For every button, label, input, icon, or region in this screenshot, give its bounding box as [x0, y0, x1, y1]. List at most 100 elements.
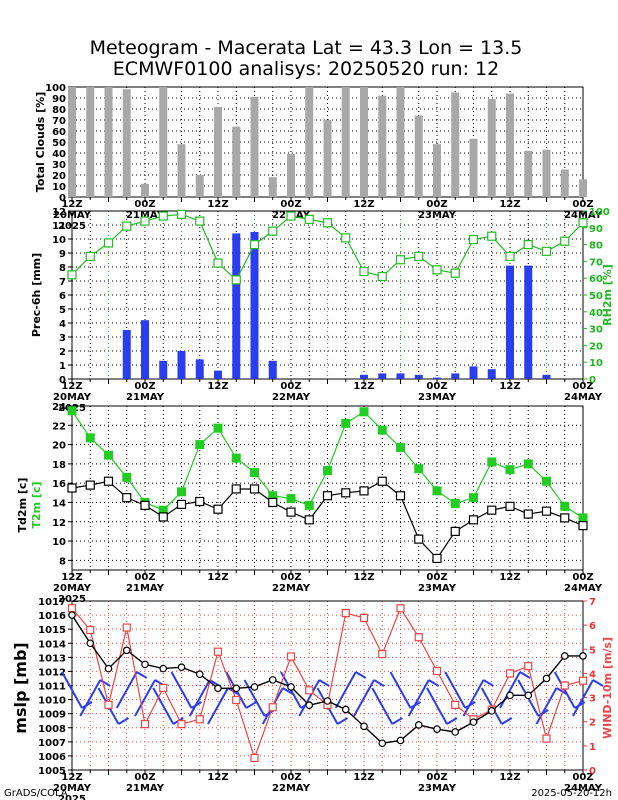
rh-marker	[395, 255, 406, 265]
y-tick-label: 80	[52, 105, 66, 116]
x-hour-label: 00Z	[134, 199, 155, 210]
y2-tick-label: 20	[589, 341, 603, 352]
wind-marker	[432, 666, 442, 676]
rh-marker	[578, 218, 588, 228]
x-date-label: 20MAY	[53, 392, 92, 403]
wind-barb-flag	[99, 679, 111, 687]
x-hour-label: 12Z	[353, 772, 374, 783]
wind-marker	[359, 613, 369, 623]
mslp-marker	[122, 646, 131, 655]
precip-bar	[414, 374, 423, 379]
wind-marker	[159, 683, 168, 693]
clouds-panel: 010203040506070809010012Z20MAY202500Z21M…	[34, 83, 603, 232]
footer-right: 2025-05-20-12h	[531, 788, 612, 799]
mslp-marker	[232, 684, 241, 693]
precip-bar	[122, 330, 131, 379]
y2-tick-label: 40	[589, 308, 603, 319]
t2m-marker	[122, 472, 132, 482]
y-tick-label: 10	[52, 235, 66, 246]
y2-tick-label: 2	[589, 718, 596, 729]
mslp-marker	[396, 736, 405, 745]
wind-barb	[444, 671, 467, 709]
rh-marker	[414, 251, 424, 261]
td2m-marker	[195, 496, 205, 507]
cloud-bar	[451, 92, 460, 197]
x-date-label: 22MAY	[272, 392, 311, 403]
wind-marker	[542, 734, 551, 743]
t2m-marker	[542, 476, 551, 486]
cloud-bar	[232, 126, 241, 197]
x-date-label: 22MAY	[272, 783, 311, 794]
x-hour-label: 12Z	[353, 199, 374, 210]
wind-barb	[572, 679, 594, 717]
wind-barb-flag	[282, 687, 294, 695]
mslp-marker	[287, 683, 295, 691]
cloud-bar	[214, 106, 222, 197]
td2m-marker	[176, 499, 187, 509]
x-hour-label: 00Z	[572, 772, 593, 783]
t2m-marker	[341, 418, 351, 428]
wind-barb	[207, 687, 229, 725]
wind-barb	[535, 687, 558, 725]
rh-marker	[322, 218, 333, 228]
y-tick-label: 20	[52, 171, 66, 182]
precip-bar	[214, 370, 222, 379]
mslp-marker	[579, 652, 587, 660]
cloud-bar	[378, 95, 387, 197]
wind-marker	[86, 625, 95, 635]
t2m-marker	[250, 468, 259, 478]
y-tick-label: 0	[59, 193, 66, 204]
y-tick-label: 6	[59, 291, 66, 302]
wind-barb	[553, 671, 576, 709]
y-tick-label: 11	[52, 221, 66, 232]
cloud-bar	[68, 87, 76, 197]
wind-barb	[61, 671, 83, 709]
x-hour-label: 12Z	[61, 572, 82, 583]
precip-bar	[506, 265, 514, 379]
td2m-marker	[158, 512, 168, 522]
wind-barb-flag	[245, 701, 257, 709]
y2-tick-label: 100	[589, 207, 610, 218]
y-tick-label: 12	[52, 518, 66, 529]
y-tick-label: 1017	[38, 597, 66, 608]
td2m-marker	[341, 488, 351, 498]
mslp-marker	[214, 684, 222, 693]
td2m-marker	[487, 505, 497, 515]
y-tick-label: 100	[45, 83, 66, 94]
wind-marker	[195, 715, 204, 724]
x-hour-label: 12Z	[61, 772, 82, 783]
rh-marker	[286, 211, 296, 221]
wind-barb	[426, 687, 448, 725]
t2m-marker	[304, 500, 314, 510]
y-tick-label: 10	[52, 537, 66, 548]
t2m-marker	[487, 457, 497, 467]
x-year-label: 2025	[58, 594, 86, 605]
wind-marker	[451, 700, 460, 709]
td2m-marker	[578, 521, 588, 531]
precip-bar	[141, 320, 149, 379]
wind-barb	[462, 679, 485, 717]
t2m-marker	[523, 459, 533, 469]
td2m-marker	[432, 553, 442, 564]
rh-marker	[523, 240, 533, 250]
td2m-marker	[523, 509, 533, 519]
y-tick-label: 18	[52, 460, 66, 471]
temperature-panel: 8101214161820222412Z20MAY202500Z21MAY12Z…	[16, 402, 603, 605]
x-date-label: 21MAY	[126, 392, 165, 403]
rh-marker	[231, 275, 241, 285]
y-tick-label: 7	[59, 277, 66, 288]
td2m-marker	[359, 486, 369, 496]
wind-barb-flag	[446, 717, 458, 725]
x-date-label: 20MAY	[53, 783, 92, 794]
t2m-marker	[231, 453, 241, 463]
y-tick-label: 8	[59, 556, 66, 567]
wind-marker	[67, 604, 77, 613]
y-tick-label: 1009	[38, 710, 66, 721]
t2m-marker	[286, 494, 296, 504]
x-date-label: 22MAY	[272, 583, 311, 594]
y-tick-label: 1012	[38, 667, 66, 678]
wind-barb	[243, 679, 266, 717]
y-tick-label: 8	[59, 263, 66, 274]
t2m-marker	[195, 440, 205, 450]
y2-tick-label: 4	[589, 669, 596, 680]
